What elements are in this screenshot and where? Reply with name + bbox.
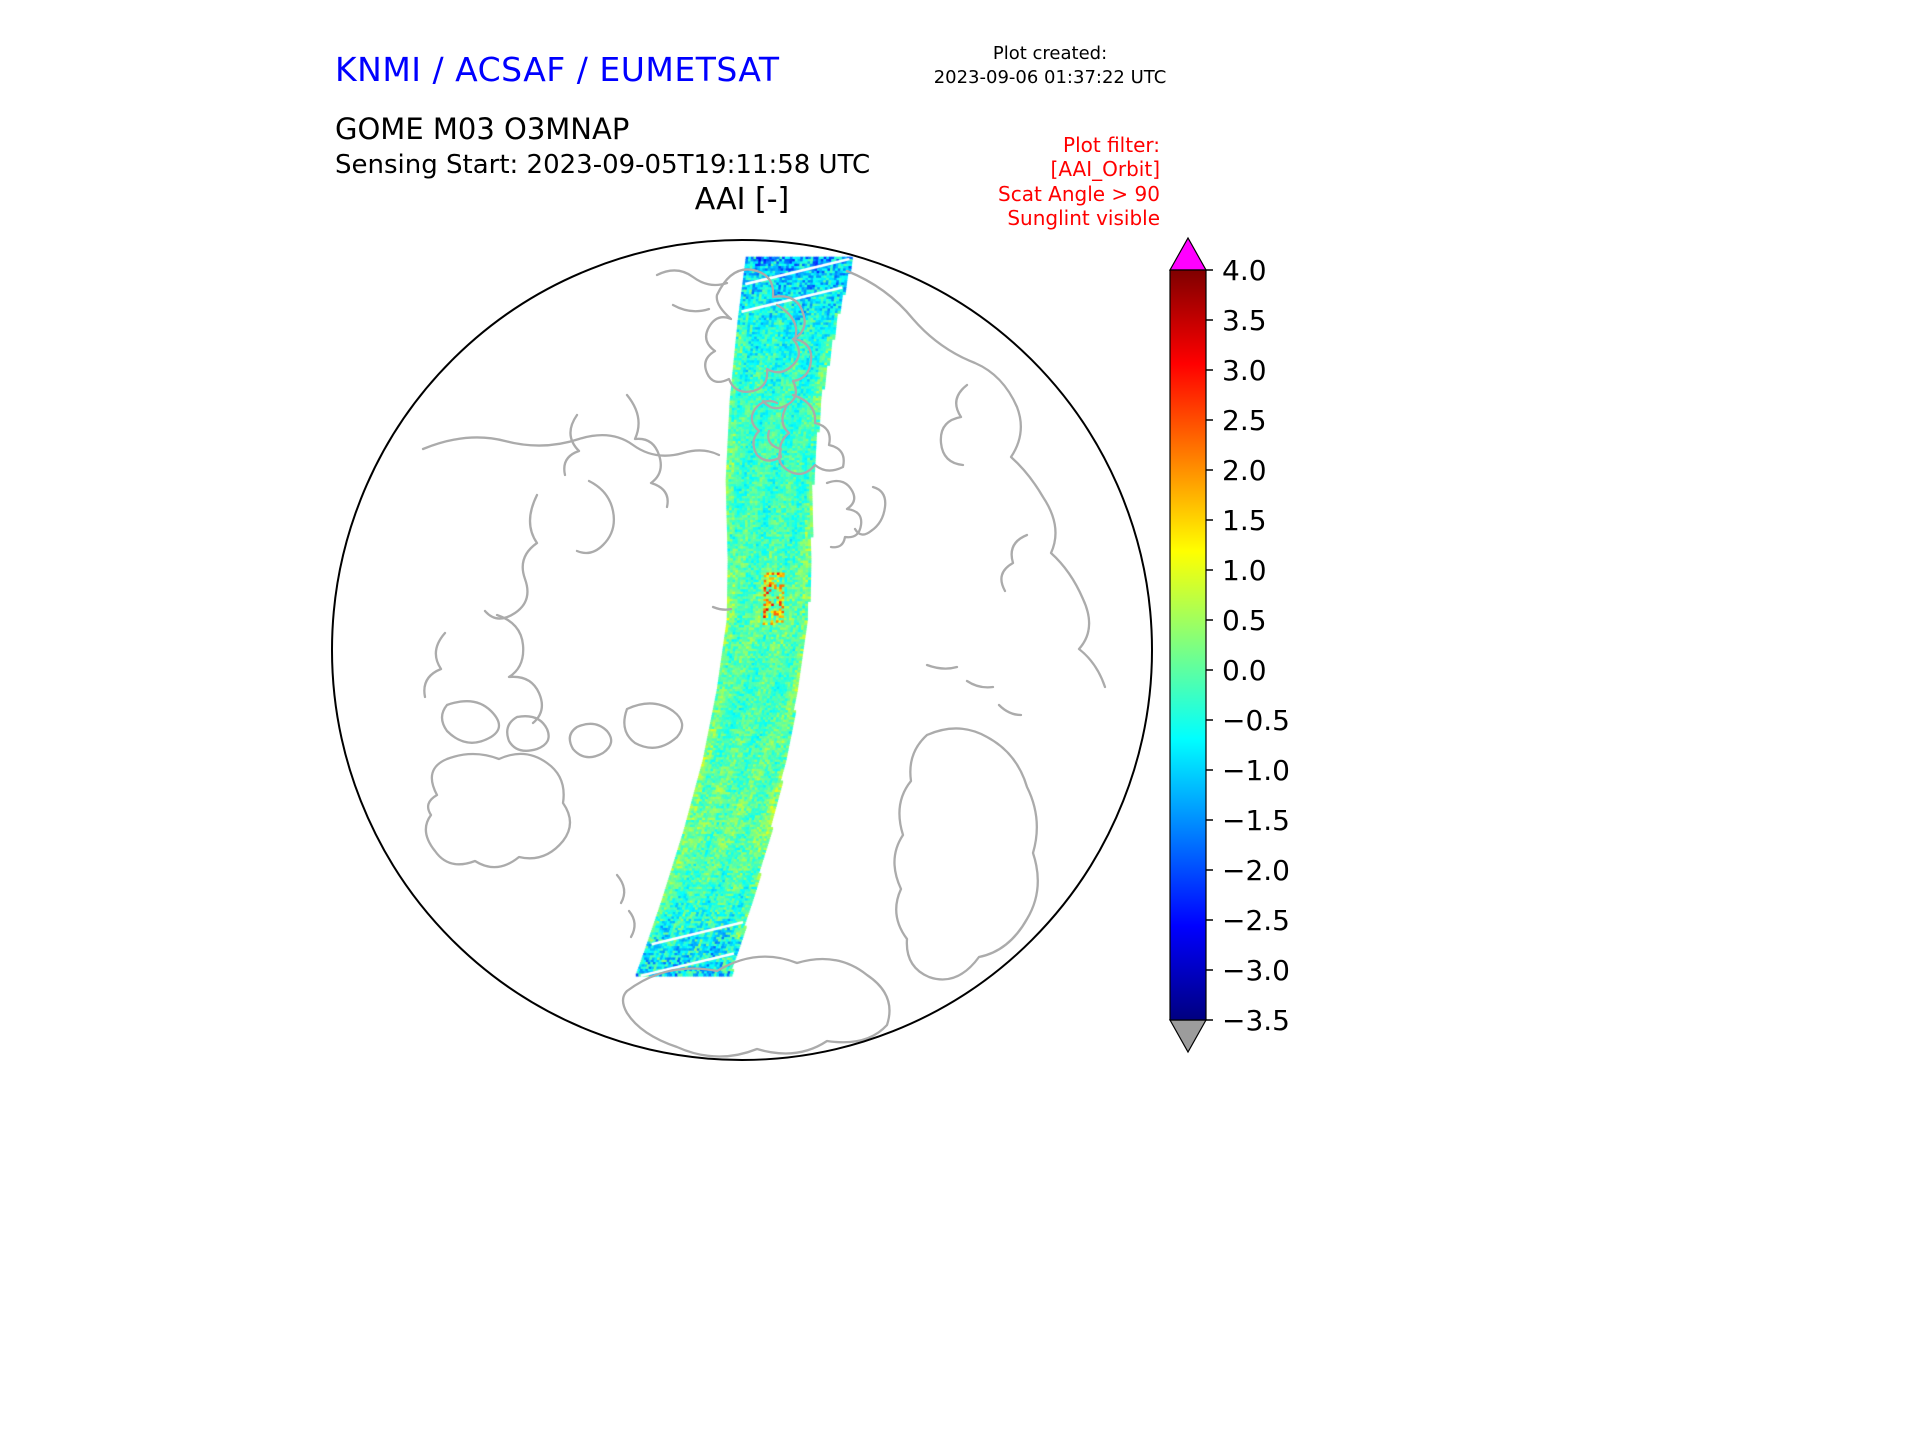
- plot-filter-line: Scat Angle > 90: [998, 181, 1160, 206]
- coastline-path: [845, 269, 1107, 689]
- colorbar-tick-label: −3.5: [1222, 1004, 1290, 1037]
- colorbar: 4.0 3.5 3.0 2.5 2.0 1.5 1.0 0.5 0.0 −0.5 −1.0 −1.5 −…: [1160, 230, 1350, 1100]
- aai-swath-heatmap: [327, 235, 1157, 1065]
- plot-filter-line: Plot filter:: [1063, 133, 1160, 157]
- coastline-path: [423, 613, 544, 725]
- coastline-path: [421, 434, 721, 457]
- plot-title: AAI [-]: [694, 182, 790, 217]
- coastline-path: [711, 605, 733, 611]
- colorbar-tick-label: 1.0: [1222, 554, 1267, 587]
- colorbar-tick-label: −1.0: [1222, 754, 1290, 787]
- coastline-path: [925, 663, 1023, 717]
- plot-filter-line: Sunglint visible: [1007, 206, 1160, 231]
- coastline-path: [623, 702, 684, 749]
- colorbar-tick-label: 2.5: [1222, 404, 1267, 437]
- coastline-path: [655, 269, 729, 313]
- colorbar-tick-label: 1.5: [1222, 504, 1267, 537]
- coastline-path: [767, 393, 845, 476]
- colorbar-tick-label: 0.0: [1222, 654, 1267, 687]
- plot-filter-block: Plot filter: [AAI_Orbit] Scat Angle > 90…: [930, 133, 1160, 231]
- coastline-path: [483, 493, 539, 620]
- coastline-path: [440, 700, 613, 759]
- coastline-path: [615, 873, 636, 939]
- coastline-path: [424, 752, 572, 869]
- colorbar-tick-label: 3.0: [1222, 354, 1267, 387]
- colorbar-svg: 4.0 3.5 3.0 2.5 2.0 1.5 1.0 0.5 0.0 −0.5 −1.0 −1.5 −…: [1168, 236, 1290, 1054]
- coastline-path: [621, 955, 891, 1058]
- product-title: GOME M03 O3MNAP: [335, 112, 630, 146]
- coastline-path: [893, 727, 1039, 981]
- coastlines-and-globe-outline: [331, 239, 1153, 1061]
- colorbar-under-arrow: [1168, 1019, 1208, 1054]
- sensing-start: Sensing Start: 2023-09-05T19:11:58 UTC: [335, 150, 871, 180]
- coastline-path: [825, 479, 887, 549]
- plot-created-label: Plot created:: [992, 43, 1108, 64]
- colorbar-tick-label: 2.0: [1222, 454, 1267, 487]
- colorbar-tick-label: 3.5: [1222, 304, 1267, 337]
- colorbar-tick-label: −1.5: [1222, 804, 1290, 837]
- coastline-path: [761, 303, 813, 410]
- coastlines: [421, 268, 1107, 1058]
- globe-map: [327, 235, 1157, 1065]
- coastline-path: [939, 383, 1029, 593]
- org-title: KNMI / ACSAF / EUMETSAT: [335, 50, 780, 89]
- colorbar-gradient: [1169, 269, 1207, 1021]
- coastline-path: [704, 268, 806, 393]
- coastline-path: [563, 393, 669, 509]
- colorbar-tick-label: 4.0: [1222, 254, 1267, 287]
- coastline-path: [750, 399, 791, 462]
- colorbar-tick-label: −2.0: [1222, 854, 1290, 887]
- colorbar-tick-label: −0.5: [1222, 704, 1290, 737]
- globe-outline: [331, 239, 1153, 1061]
- colorbar-tick-label: −2.5: [1222, 904, 1290, 937]
- coastline-path: [575, 479, 616, 555]
- plot-created-block: Plot created: 2023-09-06 01:37:22 UTC: [900, 42, 1200, 90]
- colorbar-tick-label: −3.0: [1222, 954, 1290, 987]
- colorbar-tick-label: 0.5: [1222, 604, 1267, 637]
- plot-created-value: 2023-09-06 01:37:22 UTC: [933, 66, 1167, 88]
- colorbar-over-arrow: [1168, 236, 1208, 271]
- plot-filter-line: [AAI_Orbit]: [1050, 157, 1160, 182]
